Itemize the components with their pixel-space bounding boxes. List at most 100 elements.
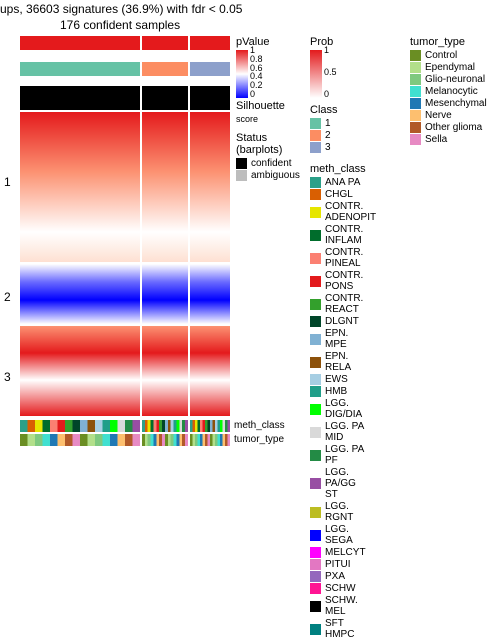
tick: 0 (250, 90, 255, 99)
meth-item: HMB (310, 386, 370, 397)
swatch (310, 357, 321, 368)
swatch (410, 50, 421, 61)
swatch-label: Nerve (425, 110, 452, 121)
swatch-label: Other glioma (425, 122, 482, 133)
annotation-seg (142, 62, 188, 76)
bottom-track-label: tumor_type (234, 434, 284, 445)
swatch-label: CHGL (325, 189, 353, 200)
meth-item: ANA PA (310, 177, 370, 188)
meth-title: meth_class (310, 163, 370, 175)
meth-item: PITUI (310, 559, 370, 570)
meth-item: LGG. RGNT (310, 501, 370, 523)
heatmap-cell (190, 112, 230, 262)
tumor-item: Sella (410, 134, 500, 145)
legend-prob: Prob 10.50 Class 123 meth_class ANA PACH… (310, 36, 370, 641)
bottom-seg (190, 434, 230, 446)
annotation-seg (20, 86, 140, 110)
swatch-label: ambiguous (251, 170, 300, 181)
swatch-label: confident (251, 158, 292, 169)
swatch-label: Ependymal (425, 62, 475, 73)
swatch (310, 253, 321, 264)
swatch-label: CONTR. PONS (325, 270, 370, 292)
tick: 0.5 (324, 68, 337, 77)
swatch (236, 158, 247, 169)
swatch-label: PXA (325, 571, 345, 582)
swatch (310, 334, 321, 345)
tick: 1 (324, 46, 329, 55)
meth-item: EPN. MPE (310, 328, 370, 350)
swatch (310, 316, 321, 327)
swatch (310, 118, 321, 129)
meth-item: EWS (310, 374, 370, 385)
annotation-seg (142, 36, 188, 50)
annotation-seg (20, 78, 140, 84)
heatmap-container (20, 36, 230, 448)
annotation-seg (190, 78, 230, 84)
bottom-seg (20, 420, 140, 432)
tumor-item: Melanocytic (410, 86, 500, 97)
bottom-seg (190, 420, 230, 432)
title-top: ups, 36603 signatures (36.9%) with fdr <… (0, 2, 242, 16)
cluster-label-3: 3 (4, 370, 11, 384)
heatmap-cell (142, 264, 188, 324)
prob-gradient (310, 50, 322, 98)
annotation-seg (190, 62, 230, 76)
swatch (310, 189, 321, 200)
heatmap-cell (190, 264, 230, 324)
swatch-label: SFT HMPC (325, 618, 370, 640)
silhouette-title: Silhouette (236, 100, 296, 112)
swatch-label: LGG. RGNT (325, 501, 370, 523)
swatch (410, 86, 421, 97)
annotation-seg (20, 36, 140, 50)
swatch (410, 98, 421, 109)
swatch-label: EPN. MPE (325, 328, 370, 350)
swatch-label: MELCYT (325, 547, 366, 558)
meth-item: LGG. DIG/DIA (310, 398, 370, 420)
annotation-seg (142, 78, 188, 84)
swatch-label: Mesenchymal (425, 98, 487, 109)
meth-item: CONTR. ADENOPIT (310, 201, 370, 223)
meth-item: PXA (310, 571, 370, 582)
swatch (310, 559, 321, 570)
swatch-label: SCHW (325, 583, 356, 594)
swatch (310, 478, 321, 489)
swatch-label: Melanocytic (425, 86, 478, 97)
meth-item: LGG. SEGA (310, 524, 370, 546)
swatch (310, 386, 321, 397)
tumor-title: tumor_type (410, 36, 500, 48)
class-item: 2 (310, 130, 370, 141)
prob-title: Prob (310, 36, 370, 48)
tick: 0 (324, 90, 329, 99)
annotation-track (20, 36, 230, 50)
swatch-label: CONTR. REACT (325, 293, 370, 315)
bottom-seg (142, 434, 188, 446)
swatch (310, 601, 321, 612)
swatch (310, 450, 321, 461)
annotation-seg (190, 52, 230, 60)
swatch-label: LGG. PA MID (325, 421, 370, 443)
swatch (310, 299, 321, 310)
bottom-track-meth_class (20, 420, 230, 432)
annotation-seg (190, 36, 230, 50)
swatch (310, 507, 321, 518)
swatch-label: LGG. DIG/DIA (325, 398, 370, 420)
swatch-label: PITUI (325, 559, 351, 570)
swatch-label: LGG. SEGA (325, 524, 370, 546)
annotation-seg (142, 86, 188, 110)
tumor-item: Other glioma (410, 122, 500, 133)
swatch (310, 530, 321, 541)
swatch-label: SCHW. MEL (325, 595, 370, 617)
class-title: Class (310, 104, 370, 116)
swatch-label: 1 (325, 118, 331, 129)
swatch (310, 571, 321, 582)
swatch (310, 427, 321, 438)
meth-item: CONTR. INFLAM (310, 224, 370, 246)
heatmap-cell (20, 112, 140, 262)
meth-item: DLGNT (310, 316, 370, 327)
status-item: ambiguous (236, 170, 296, 181)
annotation-track (20, 62, 230, 76)
meth-item: SCHW. MEL (310, 595, 370, 617)
class-item: 1 (310, 118, 370, 129)
meth-item: CONTR. PINEAL (310, 247, 370, 269)
cluster-label-1: 1 (4, 175, 11, 189)
